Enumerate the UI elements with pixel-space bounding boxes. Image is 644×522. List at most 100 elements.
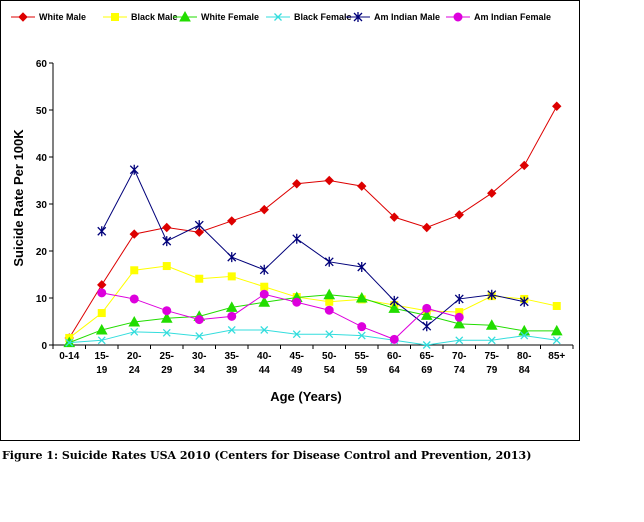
data-point-black-female bbox=[195, 332, 204, 341]
figure-caption: Figure 1: Suicide Rates USA 2010 (Center… bbox=[2, 449, 532, 462]
chart-frame: White Male Black Male White Female Black Fe… bbox=[0, 0, 580, 441]
legend-label: Black Male bbox=[131, 12, 178, 22]
data-point-white-female bbox=[388, 302, 401, 313]
data-point-black-male bbox=[260, 282, 269, 291]
y-tick-label: 50 bbox=[36, 106, 48, 117]
legend: White Male Black Male White Female Black Fe… bbox=[11, 10, 551, 22]
data-point-am-indian-female bbox=[454, 312, 464, 322]
data-point-am-indian-male bbox=[162, 236, 172, 247]
legend-label: Am Indian Female bbox=[474, 12, 551, 22]
data-point-white-male bbox=[97, 280, 107, 290]
data-point-black-male bbox=[227, 272, 236, 281]
data-point-black-female bbox=[260, 326, 269, 334]
y-tick-label: 30 bbox=[36, 200, 48, 211]
x-tick-label: 70-74 bbox=[452, 351, 466, 376]
data-point-white-male bbox=[422, 222, 432, 233]
data-point-black-female bbox=[227, 326, 236, 334]
data-point-white-male bbox=[129, 229, 139, 239]
data-point-am-indian-male bbox=[487, 289, 497, 300]
data-point-black-male bbox=[195, 274, 204, 283]
x-tick-label: 35-39 bbox=[225, 351, 239, 376]
legend-marker bbox=[453, 12, 463, 22]
series-line-black-female bbox=[69, 329, 557, 346]
data-point-am-indian-female bbox=[292, 297, 302, 307]
data-point-am-indian-female bbox=[422, 303, 432, 313]
data-point-black-male bbox=[325, 297, 334, 306]
data-point-black-female bbox=[357, 331, 366, 340]
data-point-black-male bbox=[552, 301, 561, 310]
legend-item-white-male: White Male bbox=[11, 12, 86, 22]
x-tick-label: 55-59 bbox=[355, 351, 369, 376]
data-point-white-female bbox=[128, 315, 141, 327]
x-tick-label: 25-29 bbox=[160, 351, 174, 376]
data-point-white-female bbox=[258, 296, 271, 307]
data-point-white-female bbox=[225, 301, 238, 312]
x-tick-label: 20-24 bbox=[127, 351, 141, 376]
series-am-indian-female bbox=[97, 288, 464, 344]
legend-marker bbox=[353, 12, 363, 22]
data-point-am-indian-male bbox=[259, 264, 269, 275]
x-tick-label: 80-84 bbox=[517, 351, 531, 376]
legend-label: Black Female bbox=[294, 12, 352, 22]
legend-item-white-female: White Female bbox=[173, 10, 259, 22]
data-point-black-female bbox=[97, 336, 106, 345]
data-point-am-indian-female bbox=[129, 294, 139, 304]
y-axis-title: Suicide Rate Per 100K bbox=[11, 129, 26, 267]
data-point-am-indian-male bbox=[422, 321, 432, 332]
series-white-male bbox=[64, 101, 562, 343]
data-point-black-female bbox=[552, 336, 561, 345]
x-tick-label: 50-54 bbox=[322, 351, 336, 376]
data-point-am-indian-female bbox=[259, 289, 269, 299]
x-axis-title: Age (Years) bbox=[270, 389, 342, 404]
data-point-am-indian-female bbox=[324, 305, 334, 315]
x-tick-label: 85+ bbox=[548, 351, 565, 362]
x-tick-label: 65-69 bbox=[420, 351, 434, 376]
y-tick-label: 20 bbox=[36, 247, 48, 258]
series-line-am-indian-male bbox=[101, 168, 525, 327]
data-point-white-female bbox=[95, 323, 108, 335]
legend-label: Am Indian Male bbox=[374, 12, 440, 22]
data-point-am-indian-male bbox=[97, 226, 107, 237]
x-tick-label: 45-49 bbox=[290, 351, 304, 376]
y-tick-label: 10 bbox=[36, 294, 48, 305]
suicide-rates-line-chart: White Male Black Male White Female Black Fe… bbox=[11, 10, 574, 404]
data-point-black-female bbox=[325, 330, 334, 339]
data-point-am-indian-female bbox=[389, 334, 399, 344]
x-tick-label: 40-44 bbox=[257, 351, 271, 376]
legend-item-am-indian-female: Am Indian Female bbox=[446, 12, 551, 22]
data-point-white-male bbox=[519, 160, 529, 171]
data-point-white-female bbox=[453, 317, 466, 329]
axes: 0 10 20 30 40 50 60 0-14 15-19 20-24 25-29 30-34 35-… bbox=[36, 59, 574, 376]
data-point-white-male bbox=[259, 204, 269, 215]
y-tick-label: 40 bbox=[36, 153, 48, 164]
data-point-black-female bbox=[130, 327, 139, 336]
data-point-am-indian-male bbox=[194, 220, 204, 231]
data-point-white-male bbox=[292, 179, 302, 189]
data-point-am-indian-male bbox=[389, 295, 399, 306]
data-point-black-female bbox=[65, 338, 74, 347]
series-am-indian-male bbox=[97, 164, 529, 332]
data-point-black-male bbox=[97, 309, 106, 318]
data-point-black-female bbox=[455, 336, 464, 345]
y-tick-label: 60 bbox=[36, 59, 48, 70]
data-point-am-indian-female bbox=[357, 322, 367, 332]
data-point-white-male bbox=[194, 227, 204, 237]
data-point-white-female bbox=[355, 291, 368, 303]
data-point-black-female bbox=[520, 331, 529, 340]
series-line-white-male bbox=[68, 105, 558, 339]
x-tick-label: 60-64 bbox=[387, 351, 401, 376]
data-point-black-female bbox=[422, 341, 431, 349]
data-point-am-indian-male bbox=[454, 293, 464, 304]
data-point-white-female bbox=[160, 312, 173, 323]
series-line-white-female bbox=[69, 294, 557, 344]
legend-marker bbox=[179, 10, 191, 22]
legend-marker bbox=[111, 13, 119, 21]
data-point-black-male bbox=[162, 262, 171, 271]
data-point-white-male bbox=[324, 175, 334, 186]
data-point-am-indian-female bbox=[227, 311, 237, 321]
series-layer bbox=[63, 101, 563, 349]
data-point-white-male bbox=[162, 222, 172, 233]
data-point-black-female bbox=[487, 336, 496, 345]
x-tick-label: 0-14 bbox=[59, 351, 79, 362]
data-point-am-indian-male bbox=[519, 296, 529, 307]
